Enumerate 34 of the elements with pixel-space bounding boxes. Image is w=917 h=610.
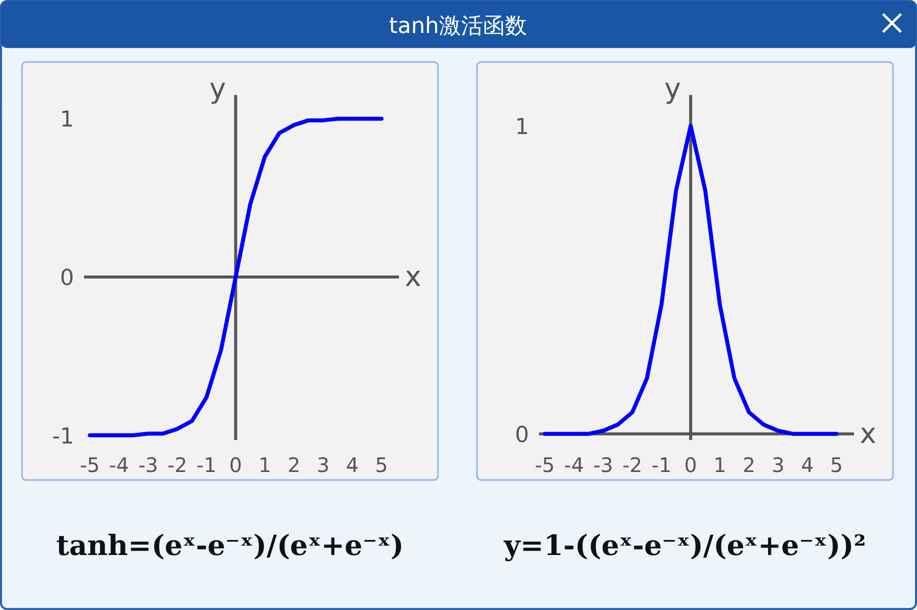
- x-tick-label: 1: [258, 453, 272, 477]
- x-tick-label: -2: [622, 453, 642, 477]
- line-series: [88, 116, 384, 438]
- x-tick-label: -5: [534, 453, 555, 477]
- y-axis-title: y: [664, 72, 681, 105]
- x-tick-label: -5: [80, 453, 100, 477]
- text: y=1-((eˣ-e⁻ˣ)/(eˣ+e⁻ˣ))²: [503, 529, 866, 562]
- x-axis-title: x: [404, 260, 422, 293]
- x-tick-label: -2: [167, 453, 188, 477]
- x-tick-label: -1: [196, 453, 216, 477]
- y-tick-label: -1: [52, 424, 74, 450]
- x-tick-label: 5: [830, 453, 843, 477]
- x-tick-label: 4: [346, 453, 359, 477]
- x-tick-label: 2: [288, 453, 300, 477]
- x-tick-label: -4: [564, 453, 584, 477]
- x-tick-label: -3: [593, 453, 614, 477]
- x-tick-label: 0: [229, 453, 242, 477]
- x-tick-label: 2: [742, 453, 756, 477]
- x-tick-label: 0: [684, 453, 698, 477]
- y-axis-title: y: [209, 72, 226, 105]
- x-tick-label: 4: [800, 453, 814, 477]
- x-axis-title: x: [860, 416, 876, 450]
- x-tick-label: -3: [138, 453, 158, 477]
- x-tick-label: -4: [109, 453, 129, 477]
- line-series: [542, 124, 838, 436]
- y-tick-label: 1: [60, 108, 74, 133]
- text: tanh激活函数: [389, 14, 527, 39]
- y-tick-label: 0: [60, 266, 74, 291]
- x-tick-label: 3: [316, 453, 330, 477]
- text: tanh=(eˣ-e⁻ˣ)/(eˣ+e⁻ˣ): [56, 529, 404, 562]
- x-tick-label: 1: [713, 453, 726, 477]
- x-tick-label: -1: [652, 453, 672, 477]
- x-tick-label: 5: [375, 453, 388, 477]
- x-tick-label: 3: [772, 453, 785, 477]
